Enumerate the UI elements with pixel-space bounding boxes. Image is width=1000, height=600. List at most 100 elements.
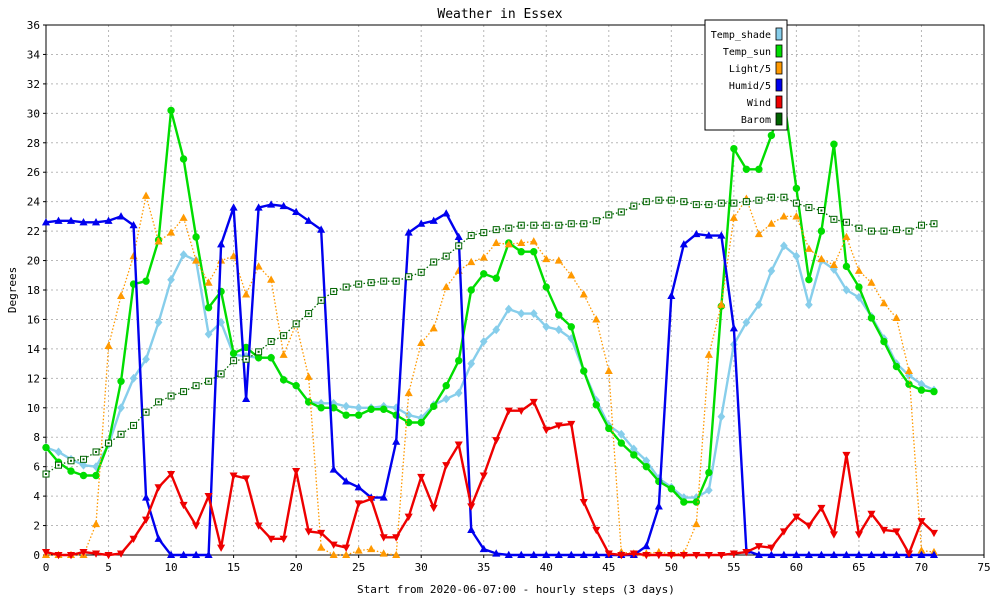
humid-5-point	[129, 220, 138, 229]
light-5-point	[892, 313, 901, 322]
wind-point	[604, 550, 613, 558]
temp-sun-point	[204, 303, 213, 312]
wind-point	[204, 493, 213, 501]
temp-shade-point	[54, 447, 63, 457]
temp-sun-point	[367, 405, 375, 413]
humid-5-point	[792, 550, 801, 559]
y-axis-label: Degrees	[6, 267, 19, 313]
temp-shade-point	[542, 322, 551, 332]
humid-5-point	[654, 502, 663, 510]
humid-5-point	[767, 550, 776, 559]
wind-point	[367, 495, 376, 504]
wind-point	[929, 529, 939, 538]
legend-swatch-temp-sun	[775, 44, 783, 58]
temp-sun-point	[79, 471, 88, 480]
legend-label-humid-5: Humid/5	[729, 81, 771, 92]
light-5-point	[267, 275, 276, 283]
temp-shade-point	[617, 429, 626, 439]
humid-5-point	[192, 550, 201, 559]
barom-point-dot	[295, 322, 298, 325]
barom-point-dot	[882, 230, 885, 233]
temp-sun-point	[630, 451, 638, 459]
light-5-point	[567, 271, 576, 279]
temp-shade-point	[855, 292, 863, 302]
barom-point-dot	[632, 205, 635, 208]
wind-point	[91, 550, 101, 558]
barom-point-dot	[357, 283, 360, 286]
barom-point-dot	[407, 275, 410, 278]
light-5-point	[304, 372, 313, 380]
x-tick-label: 35	[477, 561, 490, 574]
light-5-point	[704, 350, 713, 358]
barom-point-dot	[932, 222, 935, 225]
light-5-point	[367, 544, 376, 553]
light-5-point	[579, 290, 588, 298]
humid-5-point	[579, 550, 588, 559]
humid-5-point	[354, 483, 363, 491]
humid-5-point	[229, 203, 238, 211]
wind-point	[904, 550, 914, 558]
temp-sun-point	[705, 468, 713, 477]
humid-5-point	[829, 550, 838, 559]
temp-sun-point	[555, 311, 563, 319]
humid-5-point	[854, 550, 863, 559]
humid-5-point	[79, 218, 88, 226]
humid-5-point	[279, 201, 288, 210]
temp-sun-point	[67, 467, 75, 475]
temp-sun-point	[342, 411, 350, 419]
wind-point	[104, 551, 113, 560]
temp-sun-point	[605, 424, 613, 433]
temp-shade-point	[805, 300, 813, 310]
humid-5-point	[754, 550, 763, 559]
barom-point-dot	[795, 202, 798, 205]
barom-point-dot	[207, 380, 210, 383]
light-5-point	[329, 550, 338, 559]
wind-point	[767, 544, 776, 552]
light-5-point	[342, 550, 351, 559]
temp-shade-point	[454, 388, 463, 398]
y-tick-label: 28	[27, 137, 40, 150]
y-tick-label: 32	[27, 78, 40, 91]
wind-point	[492, 437, 501, 445]
barom-point-dot	[170, 395, 173, 397]
temp-sun-point	[530, 248, 538, 256]
temp-sun-point	[430, 402, 438, 411]
barom-point-dot	[282, 334, 285, 337]
humid-5-point	[417, 219, 426, 227]
barom-point-dot	[607, 213, 610, 216]
humid-5-point	[54, 216, 63, 224]
temp-shade-point	[792, 251, 801, 261]
x-tick-label: 10	[164, 561, 177, 574]
humid-5-point	[504, 550, 513, 559]
light-5-point	[379, 549, 388, 557]
humid-5-point	[167, 550, 176, 559]
humid-5-point	[929, 550, 939, 559]
barom-point-dot	[270, 340, 273, 343]
temp-sun-point	[167, 106, 175, 115]
temp-sun-point	[379, 405, 388, 413]
barom-point-dot	[770, 196, 773, 199]
humid-5-point	[342, 477, 351, 485]
humid-5-point	[379, 493, 388, 501]
humid-5-point	[892, 550, 901, 559]
light-5-point	[104, 341, 113, 350]
light-5-point	[167, 228, 176, 236]
wind-point	[167, 470, 176, 479]
legend-swatch-barom	[775, 112, 783, 126]
temp-sun-point	[279, 376, 288, 384]
light-5-point	[754, 229, 763, 238]
wind-point	[229, 472, 238, 480]
humid-5-point	[91, 218, 101, 226]
humid-5-point	[554, 550, 563, 559]
light-5-point	[879, 299, 888, 307]
barom-point-dot	[832, 218, 835, 221]
light-5-point	[229, 251, 238, 260]
temp-sun-point	[842, 262, 851, 271]
temp-shade-point	[755, 300, 763, 310]
wind-point	[629, 550, 638, 558]
wind-point	[742, 548, 751, 557]
barom-point-dot	[157, 400, 160, 403]
y-tick-label: 16	[27, 313, 40, 326]
light-5-point	[279, 350, 288, 358]
humid-5-point	[567, 550, 576, 559]
